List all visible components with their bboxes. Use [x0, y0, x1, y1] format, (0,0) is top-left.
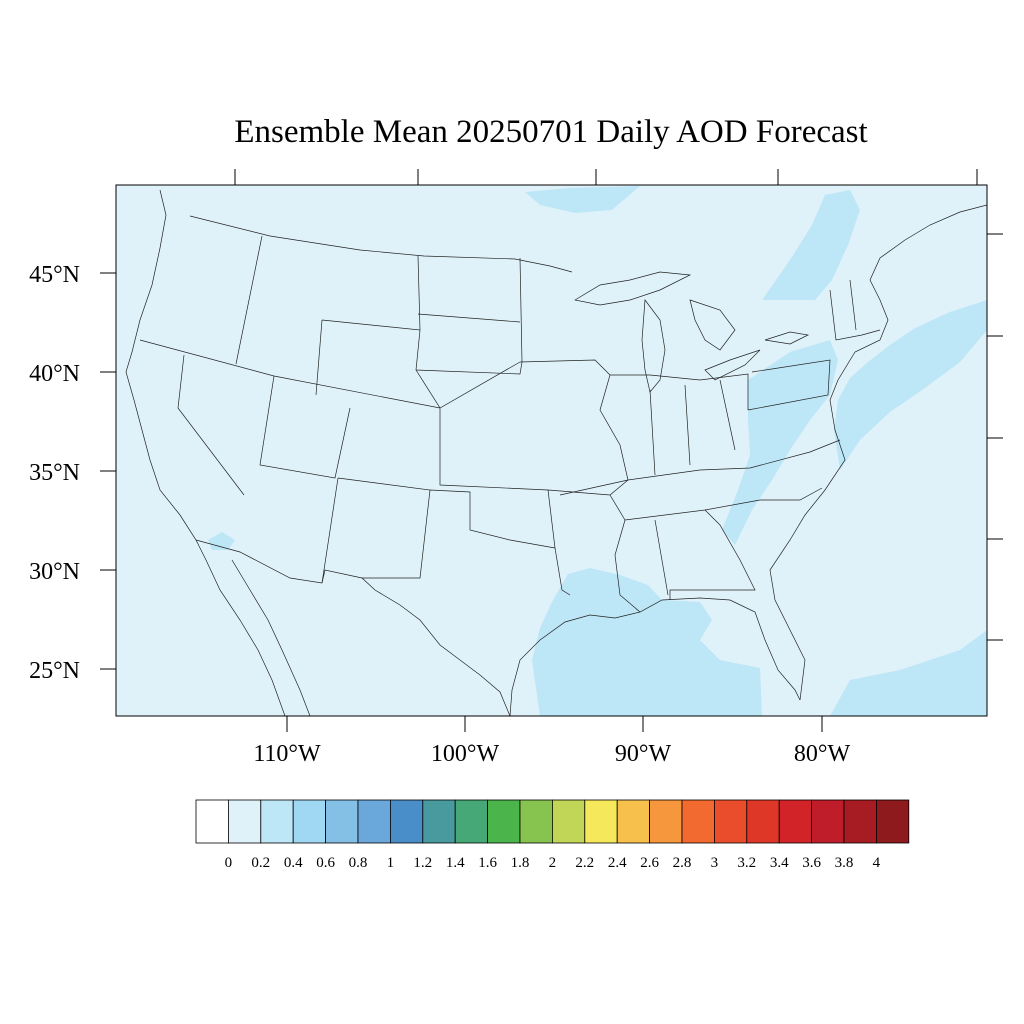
- left-ticks: [100, 272, 116, 670]
- aod-shading: [208, 186, 987, 716]
- mexico-border: [195, 539, 511, 716]
- aod-region-canada: [762, 190, 860, 300]
- map-plot-area: [115, 184, 988, 717]
- colorbar-swatch: [552, 799, 586, 844]
- colorbar-label: 3: [711, 855, 719, 871]
- lon-label-110w: 110°W: [253, 741, 321, 767]
- map-frame: [115, 184, 988, 717]
- colorbar-swatch: [649, 799, 683, 844]
- state-boundaries: [125, 189, 987, 716]
- colorbar-swatch: [422, 799, 456, 844]
- colorbar-label: 0: [225, 855, 233, 871]
- colorbar-swatch: [260, 799, 294, 844]
- lon-label-80w: 80°W: [794, 741, 851, 767]
- lat-label-35: 35°N: [29, 460, 80, 486]
- colorbar-label: 2.4: [608, 855, 627, 871]
- lat-label-25: 25°N: [29, 658, 80, 684]
- lake-huron: [689, 299, 736, 351]
- state-lines: [139, 235, 881, 613]
- colorbar-swatch: [681, 799, 715, 844]
- colorbar-label: 3.4: [770, 855, 789, 871]
- aod-region-north: [525, 186, 640, 213]
- canada-border: [189, 215, 573, 273]
- east-coastline: [769, 204, 987, 701]
- colorbar-swatch: [876, 799, 910, 844]
- aod-region-gulf: [532, 568, 762, 716]
- top-ticks: [234, 169, 978, 185]
- baja-gulf-coastline: [231, 559, 311, 716]
- colorbar-label: 3.6: [802, 855, 821, 871]
- lake-superior: [574, 271, 692, 306]
- colorbar-swatch: [325, 799, 359, 844]
- colorbar-swatch: [389, 799, 424, 844]
- colorbar-label: 2.2: [575, 855, 594, 871]
- colorbar-swatch: [714, 799, 748, 844]
- aod-region-appalachian: [722, 340, 838, 545]
- colorbar-swatch: [811, 799, 845, 844]
- colorbar-swatch: [357, 799, 391, 844]
- colorbar-label: 3.2: [737, 855, 756, 871]
- colorbar-label: 0.2: [251, 855, 270, 871]
- colorbar-swatch: [584, 799, 618, 844]
- colorbar-swatch: [454, 799, 489, 844]
- colorbar-swatch: [746, 799, 780, 844]
- colorbar-swatch: [292, 799, 327, 844]
- lat-label-40: 40°N: [29, 361, 80, 387]
- colorbar-label: 0.4: [284, 855, 303, 871]
- baja-coastline: [205, 559, 286, 716]
- lat-label-45: 45°N: [29, 262, 80, 288]
- west-coastline: [125, 189, 207, 561]
- colorbar-label: 0.6: [316, 855, 335, 871]
- colorbar-swatch: [778, 799, 813, 844]
- aod-region-caribbean: [830, 630, 987, 716]
- aod-region-atlantic: [834, 300, 987, 470]
- bottom-ticks: [286, 716, 823, 732]
- colorbar-label: 4: [873, 855, 881, 871]
- lon-label-90w: 90°W: [615, 741, 672, 767]
- lake-michigan: [641, 299, 666, 393]
- colorbar-label: 3.8: [835, 855, 854, 871]
- colorbar-labels: 0 0.2 0.4 0.6 0.8 1 1.2 1.4 1.6 1.8 2 2.2 2.4 2.6 2.8 3…: [225, 855, 881, 871]
- colorbar-label: 2.8: [673, 855, 692, 871]
- colorbar-label: 0.8: [349, 855, 368, 871]
- gulf-coastline: [509, 597, 801, 716]
- lake-ontario: [764, 331, 810, 345]
- lon-label-100w: 100°W: [431, 741, 500, 767]
- colorbar-label: 2.6: [640, 855, 659, 871]
- colorbar-swatch: [487, 799, 521, 844]
- colorbar-label: 2: [549, 855, 557, 871]
- map-title: Ensemble Mean 20250701 Daily AOD Forecas…: [234, 114, 867, 150]
- colorbar-swatch: [519, 799, 553, 844]
- colorbar-swatch: [195, 799, 229, 844]
- colorbar-label: 1.4: [446, 855, 465, 871]
- lat-label-30: 30°N: [29, 559, 80, 585]
- colorbar: [195, 799, 910, 844]
- aod-region-southwest: [208, 532, 235, 550]
- colorbar-swatch: [843, 799, 877, 844]
- colorbar-swatch: [616, 799, 651, 844]
- colorbar-label: 1.2: [413, 855, 432, 871]
- colorbar-swatch: [227, 799, 262, 844]
- right-ticks: [987, 233, 1003, 641]
- colorbar-label: 1.8: [511, 855, 530, 871]
- colorbar-label: 1: [387, 855, 395, 871]
- colorbar-label: 1.6: [478, 855, 497, 871]
